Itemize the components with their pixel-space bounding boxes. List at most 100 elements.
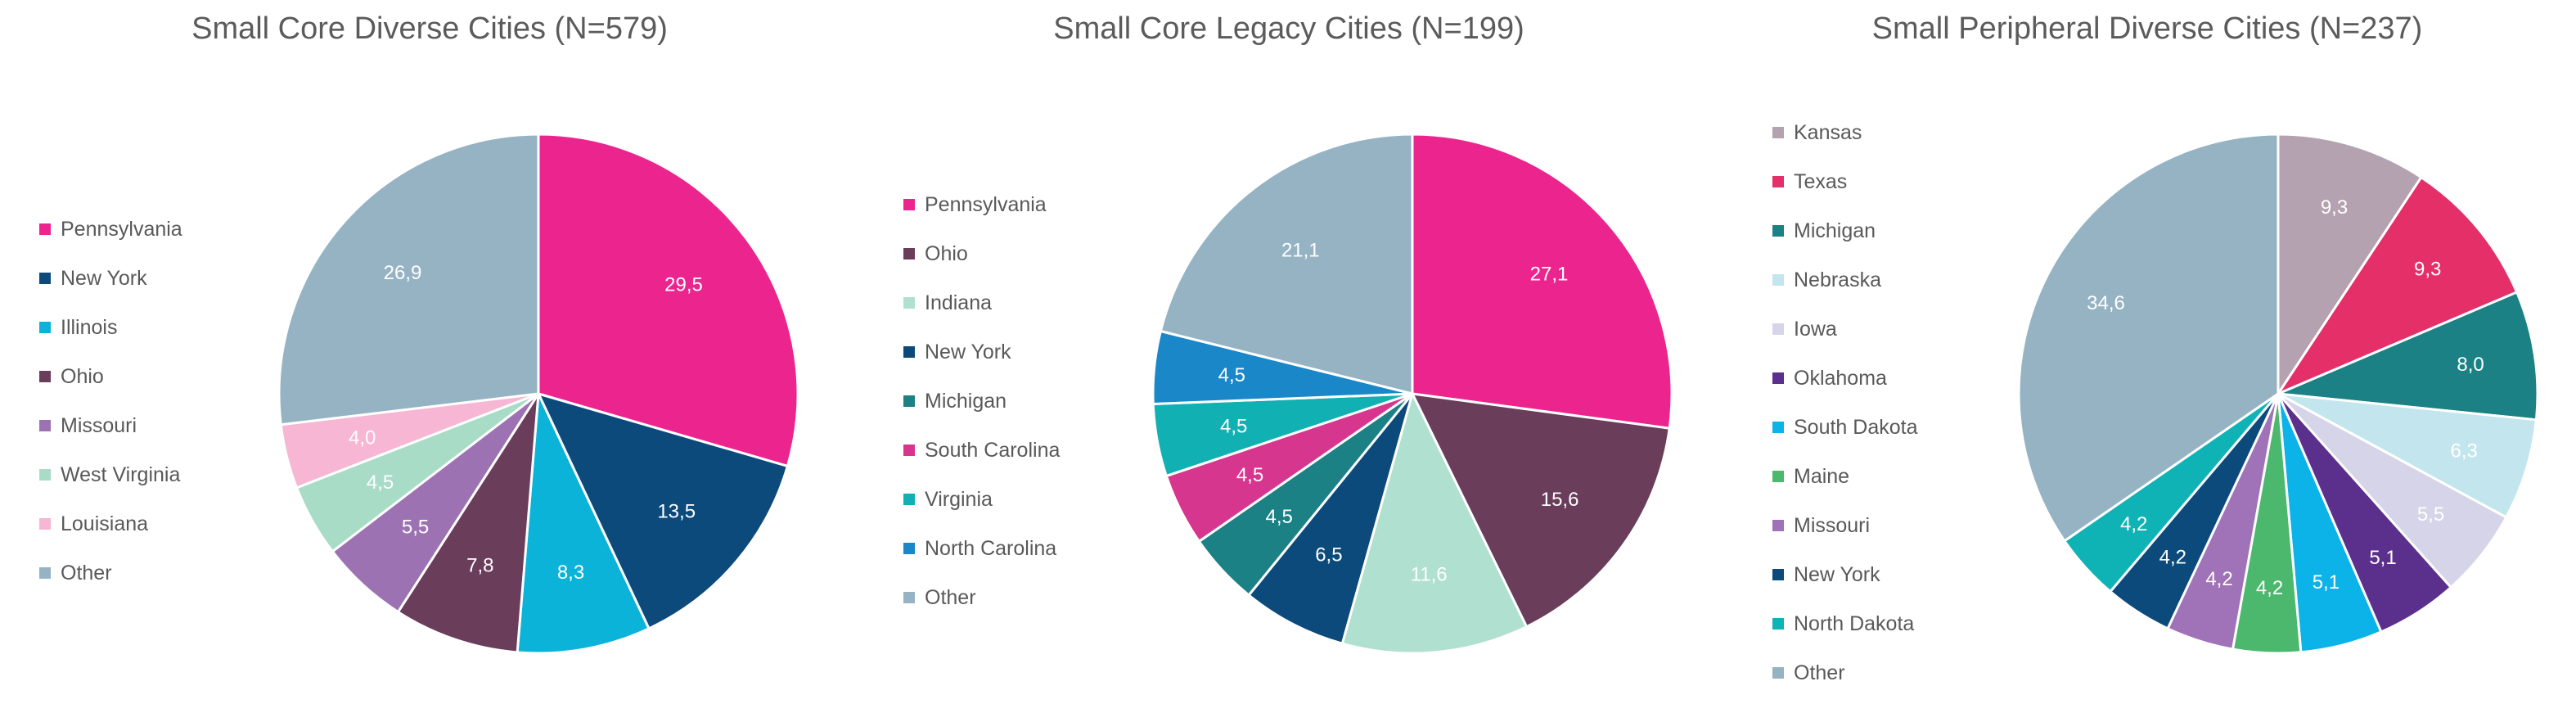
legend-swatch: [1772, 569, 1784, 580]
legend-swatch: [903, 199, 915, 210]
legend-label: Michigan: [925, 389, 1007, 413]
data-label-oklahoma: 5,1: [2369, 547, 2396, 569]
legend-item-louisiana: Louisiana: [39, 499, 182, 548]
data-label-virginia: 4,5: [1220, 415, 1247, 437]
legend-label: Virginia: [925, 487, 993, 511]
data-label-louisiana: 4,0: [349, 426, 376, 449]
data-label-west-virginia: 4,5: [367, 472, 394, 494]
chart-legend: Pennsylvania New York Illinois Ohio Missouri…: [39, 205, 182, 598]
pie-slice-ohio: [396, 392, 540, 654]
legend-swatch: [1772, 323, 1784, 335]
legend-swatch: [1772, 372, 1784, 384]
legend-swatch: [1772, 618, 1784, 630]
legend-swatch: [39, 223, 51, 235]
legend-item-michigan: Michigan: [1772, 206, 1918, 255]
legend-item-oklahoma: Oklahoma: [1772, 354, 1918, 403]
pie-chart: 29,5 13,5 8,3 7,8 5,5 4,5 4,0 26,9: [277, 133, 799, 655]
legend-item-new-york: New York: [39, 254, 182, 303]
legend-item-iowa: Iowa: [1772, 305, 1918, 354]
legend-label: Louisiana: [61, 512, 149, 535]
legend-item-other: Other: [903, 573, 1060, 622]
legend-label: West Virginia: [61, 463, 181, 486]
legend-swatch: [903, 494, 915, 505]
legend-label: Ohio: [61, 364, 104, 388]
pie-slice-other: [1159, 133, 1414, 395]
pie-slice-texas: [2277, 176, 2519, 395]
legend-label: Michigan: [1794, 219, 1876, 242]
pie-slice-kansas: [2277, 133, 2423, 395]
pie-slice-michigan: [2277, 291, 2539, 422]
data-label-north-dakota: 4,2: [2120, 513, 2147, 535]
legend-swatch: [1772, 176, 1784, 187]
legend-label: Nebraska: [1794, 268, 1881, 291]
legend-label: New York: [61, 266, 147, 290]
data-label-north-carolina: 4,5: [1218, 364, 1245, 386]
legend-item-maine: Maine: [1772, 452, 1918, 501]
legend-item-pennsylvania: Pennsylvania: [903, 180, 1060, 229]
data-label-other: 34,6: [2087, 292, 2125, 314]
pie-slice-indiana: [1340, 392, 1529, 655]
legend-item-illinois: Illinois: [39, 303, 182, 352]
legend-label: New York: [1794, 562, 1880, 586]
data-label-south-carolina: 4,5: [1236, 464, 1263, 486]
legend-item-north-carolina: North Carolina: [903, 524, 1060, 573]
pie-chart: 9,3 9,3 8,0 6,3 5,5 5,1 5,1 4,2 4,2 4,2 4,2 34,6: [2017, 133, 2539, 655]
data-label-other: 26,9: [384, 262, 422, 284]
legend-item-nebraska: Nebraska: [1772, 255, 1918, 305]
legend-item-ohio: Ohio: [39, 352, 182, 401]
data-label-missouri: 5,5: [402, 517, 429, 539]
legend-item-other: Other: [39, 548, 182, 598]
legend-swatch: [1772, 667, 1784, 679]
legend-swatch: [39, 469, 51, 481]
legend-swatch: [903, 445, 915, 456]
legend-item-virginia: Virginia: [903, 475, 1060, 524]
legend-swatch: [903, 592, 915, 603]
pie-slice-new-york: [537, 392, 789, 630]
chart-panel-small-core-diverse: Small Core Diverse Cities (N=579) Pennsy…: [0, 0, 859, 704]
legend-item-north-dakota: North Dakota: [1772, 599, 1918, 648]
legend-label: Kansas: [1794, 120, 1862, 144]
data-label-ohio: 15,6: [1541, 489, 1579, 511]
legend-item-kansas: Kansas: [1772, 108, 1918, 157]
data-label-south-dakota: 5,1: [2313, 571, 2340, 593]
chart-title: Small Core Legacy Cities (N=199): [1053, 11, 1524, 46]
data-label-michigan: 8,0: [2457, 354, 2484, 376]
chart-title: Small Core Diverse Cities (N=579): [191, 11, 668, 46]
data-label-michigan: 4,5: [1266, 506, 1293, 528]
legend-swatch: [39, 420, 51, 431]
legend-label: Missouri: [61, 413, 137, 437]
data-label-iowa: 5,5: [2417, 503, 2444, 526]
chart-panel-small-peripheral-diverse: Small Peripheral Diverse Cities (N=237) …: [1718, 0, 2576, 704]
legend-item-ohio: Ohio: [903, 229, 1060, 278]
data-label-indiana: 11,6: [1411, 564, 1448, 586]
pie-slice-pennsylvania: [537, 133, 799, 467]
data-label-pennsylvania: 29,5: [664, 273, 703, 296]
legend-label: Pennsylvania: [61, 217, 182, 241]
legend-label: North Carolina: [925, 536, 1057, 560]
legend-label: Oklahoma: [1794, 366, 1887, 390]
legend-label: Maine: [1794, 464, 1850, 488]
legend-item-missouri: Missouri: [1772, 501, 1918, 550]
legend-swatch: [39, 273, 51, 284]
legend-item-south-dakota: South Dakota: [1772, 403, 1918, 452]
legend-label: Other: [61, 561, 112, 584]
legend-swatch: [1772, 225, 1784, 237]
legend-swatch: [1772, 520, 1784, 531]
legend-swatch: [39, 371, 51, 382]
legend-swatch: [903, 543, 915, 554]
legend-swatch: [1772, 422, 1784, 433]
legend-swatch: [903, 297, 915, 309]
data-label-pennsylvania: 27,1: [1530, 263, 1569, 285]
legend-item-michigan: Michigan: [903, 377, 1060, 426]
legend-swatch: [903, 248, 915, 259]
data-label-maine: 4,2: [2256, 577, 2283, 599]
legend-item-pennsylvania: Pennsylvania: [39, 205, 182, 254]
data-label-ohio: 7,8: [466, 555, 493, 577]
chart-legend: Kansas Texas Michigan Nebraska Iowa Oklahoma S…: [1772, 108, 1918, 697]
data-label-new-york: 6,5: [1315, 544, 1342, 566]
legend-swatch: [39, 567, 51, 579]
pie-slice-pennsylvania: [1411, 133, 1673, 430]
pie-chart: 27,115,611,66,54,54,54,54,521,1: [1151, 133, 1673, 655]
legend-swatch: [1772, 471, 1784, 482]
legend-label: Pennsylvania: [925, 192, 1047, 216]
